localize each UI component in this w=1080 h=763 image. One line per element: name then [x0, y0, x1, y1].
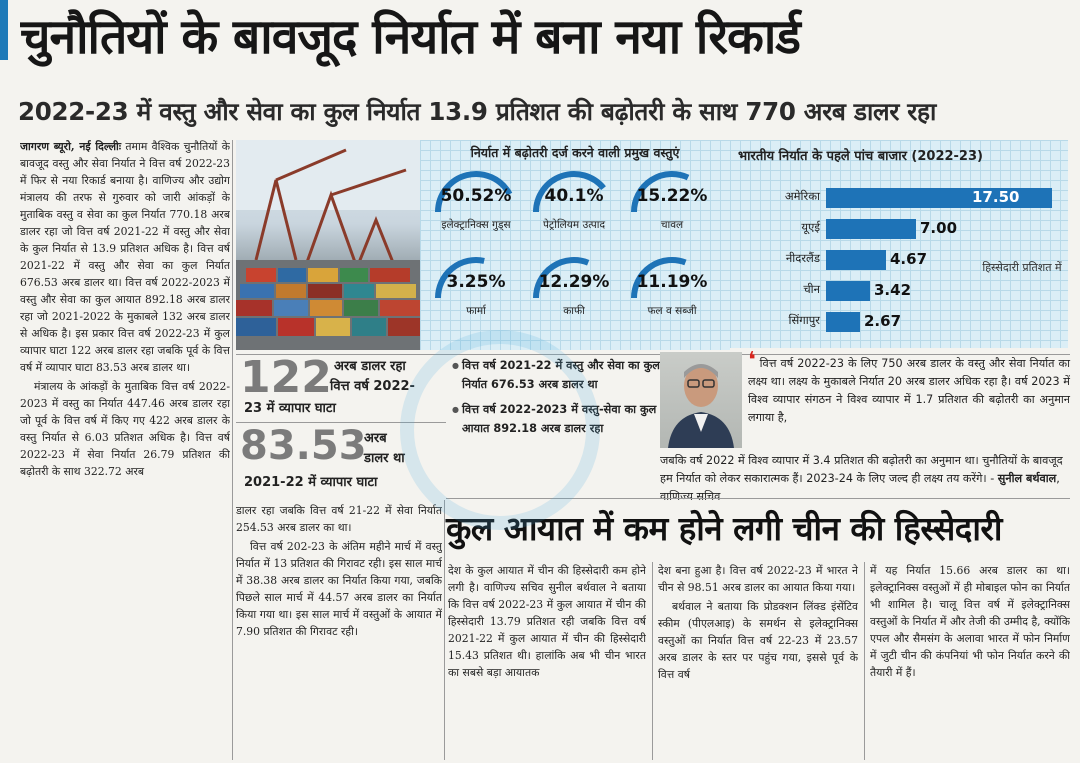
share-note: हिस्सेदारी प्रतिशत में [982, 261, 1062, 274]
gauge-arc [631, 257, 687, 299]
market-value: 7.00 [920, 219, 958, 237]
paragraph: देश बना हुआ है। वित्त वर्ष 2022-23 में भ… [658, 564, 858, 594]
paragraph: में यह निर्यात 15.66 अरब डालर का था। इले… [870, 564, 1070, 679]
section-divider [446, 498, 1070, 499]
commodity-gauge: 11.19% फल व सब्जी [624, 252, 720, 332]
deficit-2022-23-number: 122 [240, 352, 332, 403]
top-markets-chart: भारतीय निर्यात के पहले पांच बाजार (2022-… [730, 140, 1068, 348]
market-bar [826, 250, 886, 270]
secretary-portrait [660, 352, 742, 448]
gauge-percent: 50.52% [440, 186, 512, 206]
gauge-label: चावल [660, 219, 684, 231]
paragraph: बर्थवाल ने बताया कि प्रोडक्शन लिंक्ड इंस… [658, 600, 858, 681]
gauge-percent: 11.19% [636, 272, 708, 292]
deficit-caption-a: अरब डालर रहा [334, 359, 406, 374]
commodities-infographic: निर्यात में बढ़ोतरी दर्ज करने वाली प्रमु… [420, 140, 730, 350]
quote-text-continued: जबकि वर्ष 2022 में विश्व व्यापार में 3.4… [660, 454, 1063, 485]
article-column-1: जागरण ब्यूरो, नई दिल्लीः तमाम वैश्विक चु… [20, 138, 230, 760]
secretary-quote-continued: जबकि वर्ष 2022 में विश्व व्यापार में 3.4… [660, 452, 1070, 506]
gauge-percent: 12.29% [538, 272, 610, 292]
article-column-5: में यह निर्यात 15.66 अरब डालर का था। इले… [870, 562, 1070, 760]
commodities-title: निर्यात में बढ़ोतरी दर्ज करने वाली प्रमु… [470, 145, 680, 160]
deficit-divider [236, 422, 446, 423]
market-bar [826, 312, 860, 332]
paragraph: डालर रहा जबकि वित्त वर्ष 21-22 में सेवा … [236, 504, 442, 534]
deficit-caption-b: वित्त वर्ष 2022- [330, 379, 415, 394]
market-row: चीन 3.42 [730, 279, 1068, 303]
market-value: 3.42 [874, 281, 912, 299]
deficit-caption-d: अरब [364, 431, 387, 446]
market-value: 2.67 [864, 312, 902, 330]
paragraph: तमाम वैश्विक चुनौतियों के बावजूद वस्तु औ… [20, 140, 230, 374]
markets-title: भारतीय निर्यात के पहले पांच बाजार (2022-… [738, 149, 983, 164]
column-divider [444, 500, 445, 760]
key-facts-list: वित्त वर्ष 2021-22 में वस्तु और सेवा का … [452, 356, 662, 486]
gauge-label: पेट्रोलियम उत्पाद [542, 219, 606, 231]
market-label: चीन [803, 282, 820, 296]
deficit-caption-c: 23 में व्यापार घाटा [244, 401, 336, 416]
market-row: यूएई 7.00 [730, 217, 1068, 241]
gauge-percent: 3.25% [446, 272, 506, 292]
gauge-percent: 15.22% [636, 186, 708, 206]
market-label: नीदरलैंड [785, 251, 820, 265]
section-divider [236, 354, 1070, 355]
column-divider [232, 140, 233, 760]
port-cargo-photo [236, 140, 420, 350]
gauge-label: इलेक्ट्रानिक्स गुड्स [441, 219, 511, 231]
market-label: सिंगापुर [788, 313, 820, 327]
market-row: अमेरिका 17.50 [730, 186, 1068, 210]
market-value: 4.67 [890, 250, 928, 268]
gauge-label: फल व सब्जी [647, 305, 697, 317]
market-value: 17.50 [972, 188, 1020, 206]
fact-bullet: वित्त वर्ष 2022-2023 में वस्तु-सेवा का क… [452, 400, 662, 438]
article-column-3: देश के कुल आयात में चीन की हिस्सेदारी कम… [448, 562, 646, 760]
paragraph: मंत्रालय के आंकड़ों के मुताबिक वित्त वर्… [20, 380, 230, 478]
column-divider [652, 562, 653, 760]
fact-bullet: वित्त वर्ष 2021-22 में वस्तु और सेवा का … [452, 356, 662, 394]
column-divider [864, 562, 865, 760]
quote-role: , वाणिज्य सचिव [660, 472, 1060, 503]
commodity-gauge: 12.29% काफी [526, 252, 622, 332]
headline: चुनौतियों के बावजूद निर्यात में बना नया … [20, 9, 801, 65]
section-heading: कुल आयात में कम होने लगी चीन की हिस्सेदा… [446, 509, 1002, 548]
article-column-2: डालर रहा जबकि वित्त वर्ष 21-22 में सेवा … [236, 502, 442, 760]
market-bar [826, 188, 1052, 208]
quote-author: सुनील बर्थवाल [997, 472, 1057, 485]
market-row: सिंगापुर 2.67 [730, 310, 1068, 334]
subheadline: 2022-23 में वस्तु और सेवा का कुल निर्यात… [18, 97, 937, 126]
market-row: नीदरलैंड 4.67 [730, 248, 1068, 272]
commodity-gauge: 3.25% फार्मा [428, 252, 524, 332]
gauge-label: फार्मा [466, 305, 486, 317]
gauge-label: काफी [563, 305, 585, 317]
quote-mark-icon: ❛ [748, 348, 756, 373]
deficit-2021-22-number: 83.53 [240, 423, 367, 469]
deficit-caption-e: डालर था [364, 451, 405, 466]
gauge-arc [435, 257, 485, 299]
paragraph: वित्त वर्ष 202-23 के अंतिम महीने मार्च म… [236, 540, 442, 638]
market-bar [826, 219, 916, 239]
gauge-arc [533, 257, 590, 299]
edge-accent-bar [0, 0, 8, 60]
quote-text: वित्त वर्ष 2022-23 के लिए 750 अरब डालर क… [748, 357, 1070, 424]
market-bar [826, 281, 870, 301]
gauge-percent: 40.1% [544, 186, 604, 206]
gauge-arc [631, 171, 690, 213]
byline: जागरण ब्यूरो, नई दिल्लीः [20, 140, 122, 153]
commodity-gauge: 40.1% पेट्रोलियम उत्पाद [526, 166, 622, 246]
secretary-quote: ❛ वित्त वर्ष 2022-23 के लिए 750 अरब डालर … [748, 350, 1070, 492]
article-column-4: देश बना हुआ है। वित्त वर्ष 2022-23 में भ… [658, 562, 858, 760]
gauge-arc [435, 171, 513, 213]
market-label: अमेरिका [784, 189, 820, 203]
commodity-gauge: 15.22% चावल [624, 166, 720, 246]
market-label: यूएई [801, 220, 820, 234]
deficit-caption-f: 2021-22 में व्यापार घाटा [244, 475, 378, 490]
paragraph: देश के कुल आयात में चीन की हिस्सेदारी कम… [448, 564, 646, 679]
gauge-arc [533, 171, 606, 213]
commodity-gauge: 50.52% इलेक्ट्रानिक्स गुड्स [428, 166, 524, 246]
